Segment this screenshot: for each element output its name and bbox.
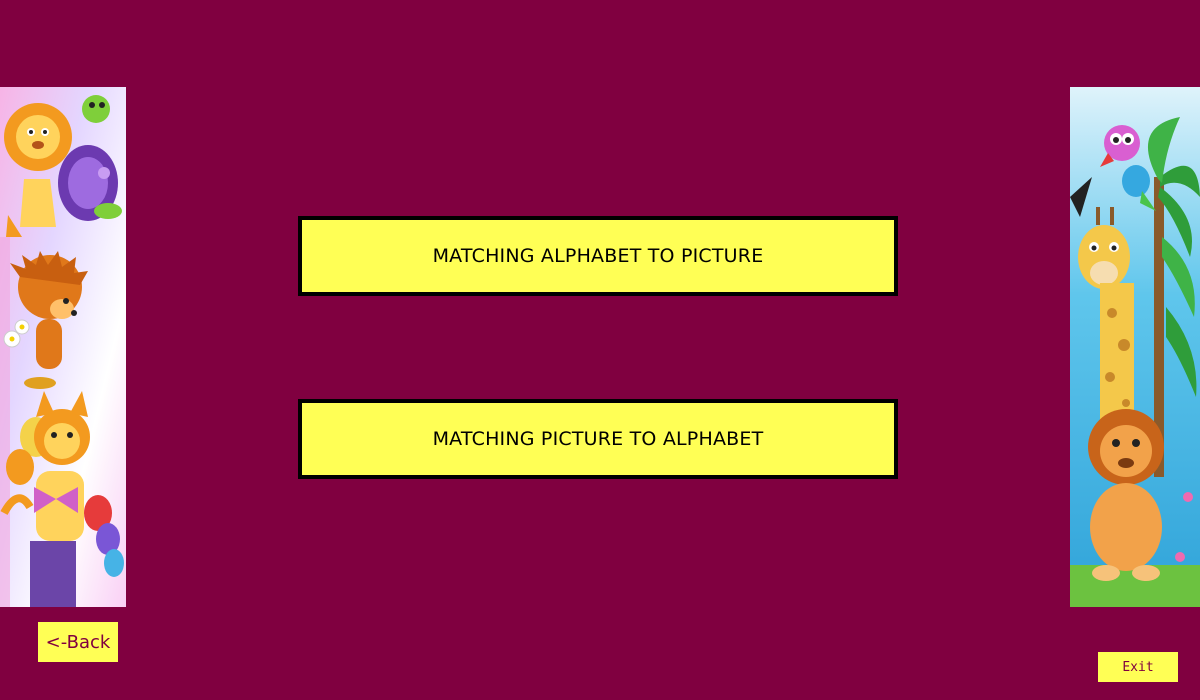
matching-alphabet-to-picture-button[interactable]: MATCHING ALPHABET TO PICTURE <box>298 216 898 296</box>
right-cartoon-panel <box>1070 87 1200 607</box>
hedgehog-icon <box>3 251 88 389</box>
lion-icon <box>1088 409 1193 581</box>
lion-icon <box>4 103 72 237</box>
matching-alphabet-to-picture-label: MATCHING ALPHABET TO PICTURE <box>432 245 764 267</box>
exit-button[interactable]: Exit <box>1098 652 1178 682</box>
palm-tree-icon <box>1147 117 1200 477</box>
giraffe-icon <box>1070 177 1134 423</box>
parrot-icon <box>1100 125 1156 211</box>
turtle-icon <box>58 95 122 221</box>
back-button[interactable]: <-Back <box>38 622 118 662</box>
matching-picture-to-alphabet-label: MATCHING PICTURE TO ALPHABET <box>432 428 764 450</box>
cat-icon <box>0 391 90 607</box>
exit-button-label: Exit <box>1122 659 1154 675</box>
left-cartoon-panel <box>0 87 126 607</box>
matching-picture-to-alphabet-button[interactable]: MATCHING PICTURE TO ALPHABET <box>298 399 898 479</box>
back-button-label: <-Back <box>45 631 111 653</box>
